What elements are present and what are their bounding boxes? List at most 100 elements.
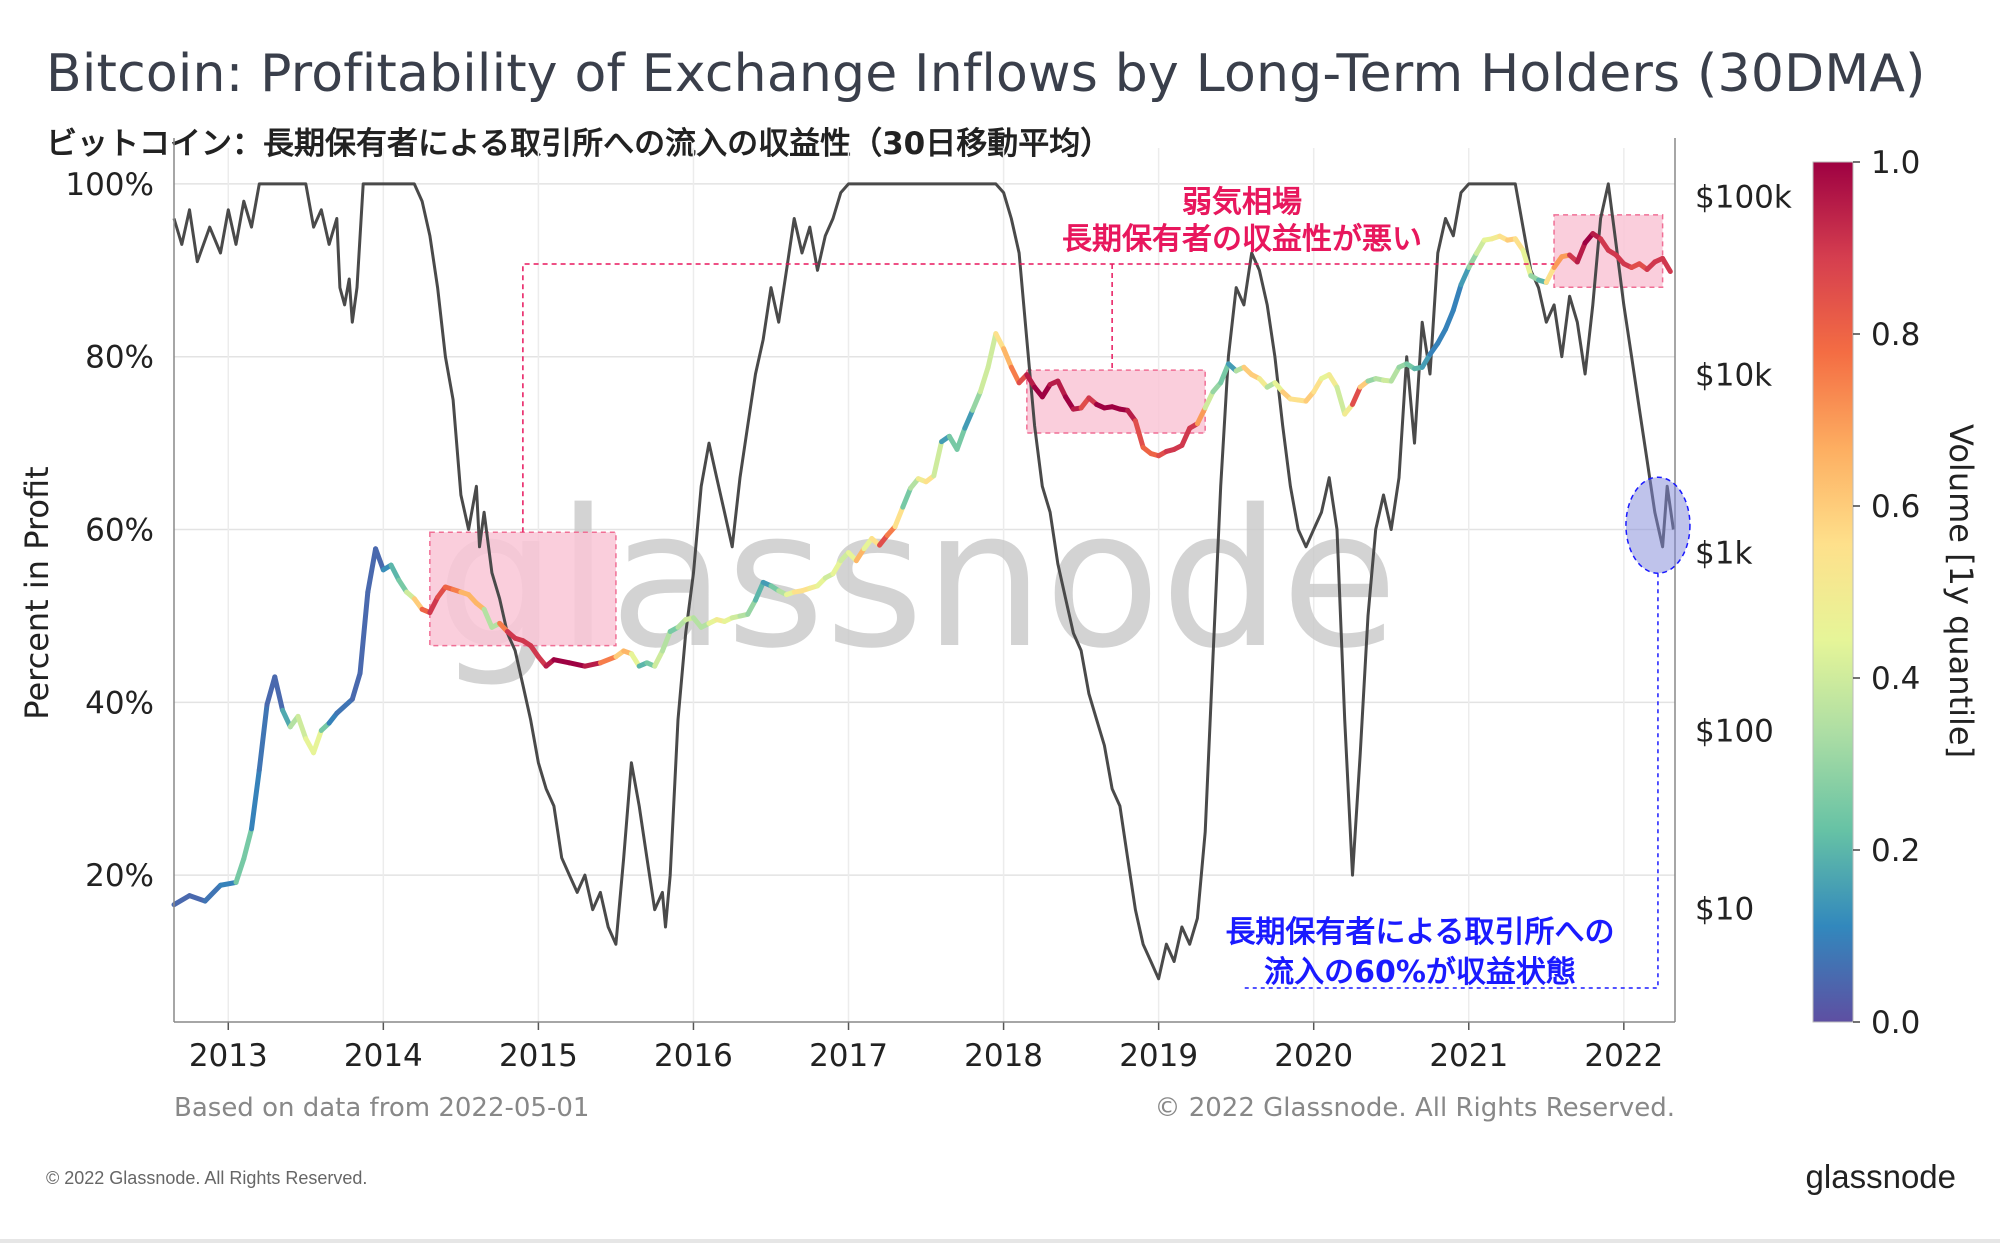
colorbar-tick-label: 0.4 bbox=[1871, 661, 1920, 697]
price-segment bbox=[1349, 384, 1363, 407]
x-tick-label: 2021 bbox=[1429, 1038, 1508, 1074]
price-segment bbox=[280, 707, 293, 730]
x-tick-label: 2020 bbox=[1274, 1038, 1353, 1074]
price-segment bbox=[582, 660, 603, 669]
price-segment bbox=[1435, 326, 1449, 346]
price-segment bbox=[373, 546, 386, 573]
price-segment bbox=[566, 660, 588, 669]
x-tick-label: 2018 bbox=[964, 1038, 1043, 1074]
page-bottom-border bbox=[0, 1239, 2000, 1243]
price-segment bbox=[551, 657, 572, 666]
price-segment bbox=[954, 425, 968, 452]
y-axis-label: Percent in Profit bbox=[18, 466, 56, 719]
y-tick-label-left: 60% bbox=[85, 513, 154, 549]
price-segment bbox=[1194, 405, 1208, 427]
annotation-highlight-ellipse bbox=[1625, 476, 1691, 574]
chart-title: Bitcoin: Profitability of Exchange Inflo… bbox=[46, 44, 1926, 104]
footer-copyright: © 2022 Glassnode. All Rights Reserved. bbox=[46, 1168, 368, 1188]
price-segment bbox=[481, 606, 495, 630]
price-segment bbox=[334, 696, 355, 716]
y-tick-label-left: 100% bbox=[65, 167, 154, 203]
price-segment bbox=[652, 648, 665, 669]
y-tick-label-left: 20% bbox=[85, 858, 154, 894]
price-segment bbox=[1132, 418, 1146, 450]
highlight-box bbox=[1026, 369, 1206, 434]
colorbar-tick-label: 0.8 bbox=[1871, 317, 1920, 353]
price-segment bbox=[597, 654, 619, 666]
axes: 20% 40% 60% 80% 100% $10 $100 $1k $10k $100k 2013 2… bbox=[65, 138, 1792, 1074]
annotation-profit-line1: 長期保有者による取引所への bbox=[1225, 915, 1614, 950]
x-tick-label: 2013 bbox=[189, 1038, 268, 1074]
x-tick-label: 2019 bbox=[1119, 1038, 1198, 1074]
price-segment bbox=[187, 893, 208, 904]
y-tick-label-right: $100k bbox=[1695, 180, 1792, 216]
y-tick-label-right: $100 bbox=[1695, 713, 1774, 749]
annotation-profit-bracket bbox=[1242, 573, 1659, 989]
price-segment bbox=[1179, 425, 1193, 448]
price-segment bbox=[970, 389, 983, 413]
price-segment bbox=[900, 485, 914, 510]
price-segment bbox=[1543, 265, 1557, 285]
highlight-box bbox=[429, 531, 617, 647]
colorbar: 0.0 0.2 0.4 0.6 0.8 1.0 bbox=[1812, 145, 1920, 1041]
price-segment bbox=[1574, 240, 1588, 265]
price-segment bbox=[1202, 389, 1216, 411]
price-segment bbox=[218, 879, 239, 888]
price-segment bbox=[365, 546, 379, 595]
y-tick-label-left: 40% bbox=[85, 685, 154, 721]
price-segment bbox=[1660, 255, 1673, 274]
price-segment bbox=[1443, 307, 1456, 332]
price-segment bbox=[1008, 364, 1022, 386]
price-segment bbox=[1311, 376, 1324, 395]
x-tick-label: 2016 bbox=[654, 1038, 733, 1074]
price-segment bbox=[1458, 265, 1472, 288]
price-segment bbox=[311, 727, 324, 756]
annotation-profit-line2: 流入の60%が収益状態 bbox=[1264, 955, 1576, 990]
source-note: Based on data from 2022-05-01 bbox=[174, 1093, 589, 1123]
annotation-bear-bracket bbox=[522, 263, 1555, 533]
annotation-bear-market-line1: 弱気相場 bbox=[1182, 185, 1302, 220]
price-segment bbox=[1474, 237, 1487, 256]
percent-in-profit-line bbox=[172, 182, 1675, 981]
colorbar-label: Volume [1y quantile] bbox=[1942, 424, 1980, 758]
colorbar-tick-label: 0.6 bbox=[1871, 489, 1920, 525]
chart-subtitle: ビットコイン：長期保有者による取引所への流入の収益性（30日移動平均） bbox=[46, 126, 1112, 162]
price-segment bbox=[272, 674, 286, 713]
colorbar-tick-label: 0.0 bbox=[1871, 1005, 1920, 1041]
price-segment bbox=[256, 701, 270, 773]
highlight-boxes bbox=[429, 214, 1664, 647]
price-segment bbox=[993, 331, 1007, 352]
price-segment bbox=[427, 594, 441, 616]
colorbar-tick-label: 0.2 bbox=[1871, 833, 1920, 869]
price-segment bbox=[962, 407, 976, 431]
price-segment bbox=[745, 597, 758, 617]
percent-in-profit-series bbox=[172, 182, 1675, 981]
price-segment bbox=[295, 713, 309, 742]
x-tick-label: 2017 bbox=[809, 1038, 888, 1074]
price-segment bbox=[1466, 250, 1480, 271]
price-segment bbox=[977, 364, 991, 395]
x-tick-label: 2015 bbox=[499, 1038, 578, 1074]
colorbar-tick-label: 1.0 bbox=[1871, 145, 1920, 181]
price-segment bbox=[892, 504, 906, 530]
price-segment bbox=[659, 629, 673, 654]
x-tick-label: 2014 bbox=[344, 1038, 423, 1074]
colorbar-gradient bbox=[1812, 161, 1854, 1023]
price-segment bbox=[388, 562, 402, 583]
annotation-bear-market-line2: 長期保有者の収益性が悪い bbox=[1062, 222, 1422, 257]
inner-copyright: © 2022 Glassnode. All Rights Reserved. bbox=[1154, 1093, 1675, 1123]
footer-brand-logo: glassnode bbox=[1805, 1158, 1956, 1195]
y-tick-label-left: 80% bbox=[85, 340, 154, 376]
price-segment bbox=[1520, 247, 1534, 279]
x-tick-label: 2022 bbox=[1584, 1038, 1663, 1074]
price-segment bbox=[1055, 378, 1069, 400]
price-segment bbox=[931, 439, 945, 479]
price-segment bbox=[202, 882, 224, 904]
y-tick-label-right: $1k bbox=[1695, 536, 1752, 572]
price-segment bbox=[241, 826, 255, 862]
y-tick-label-right: $10k bbox=[1695, 358, 1772, 394]
price-segment bbox=[1218, 361, 1231, 386]
price-segment bbox=[1334, 384, 1348, 417]
price-segment bbox=[752, 579, 766, 603]
